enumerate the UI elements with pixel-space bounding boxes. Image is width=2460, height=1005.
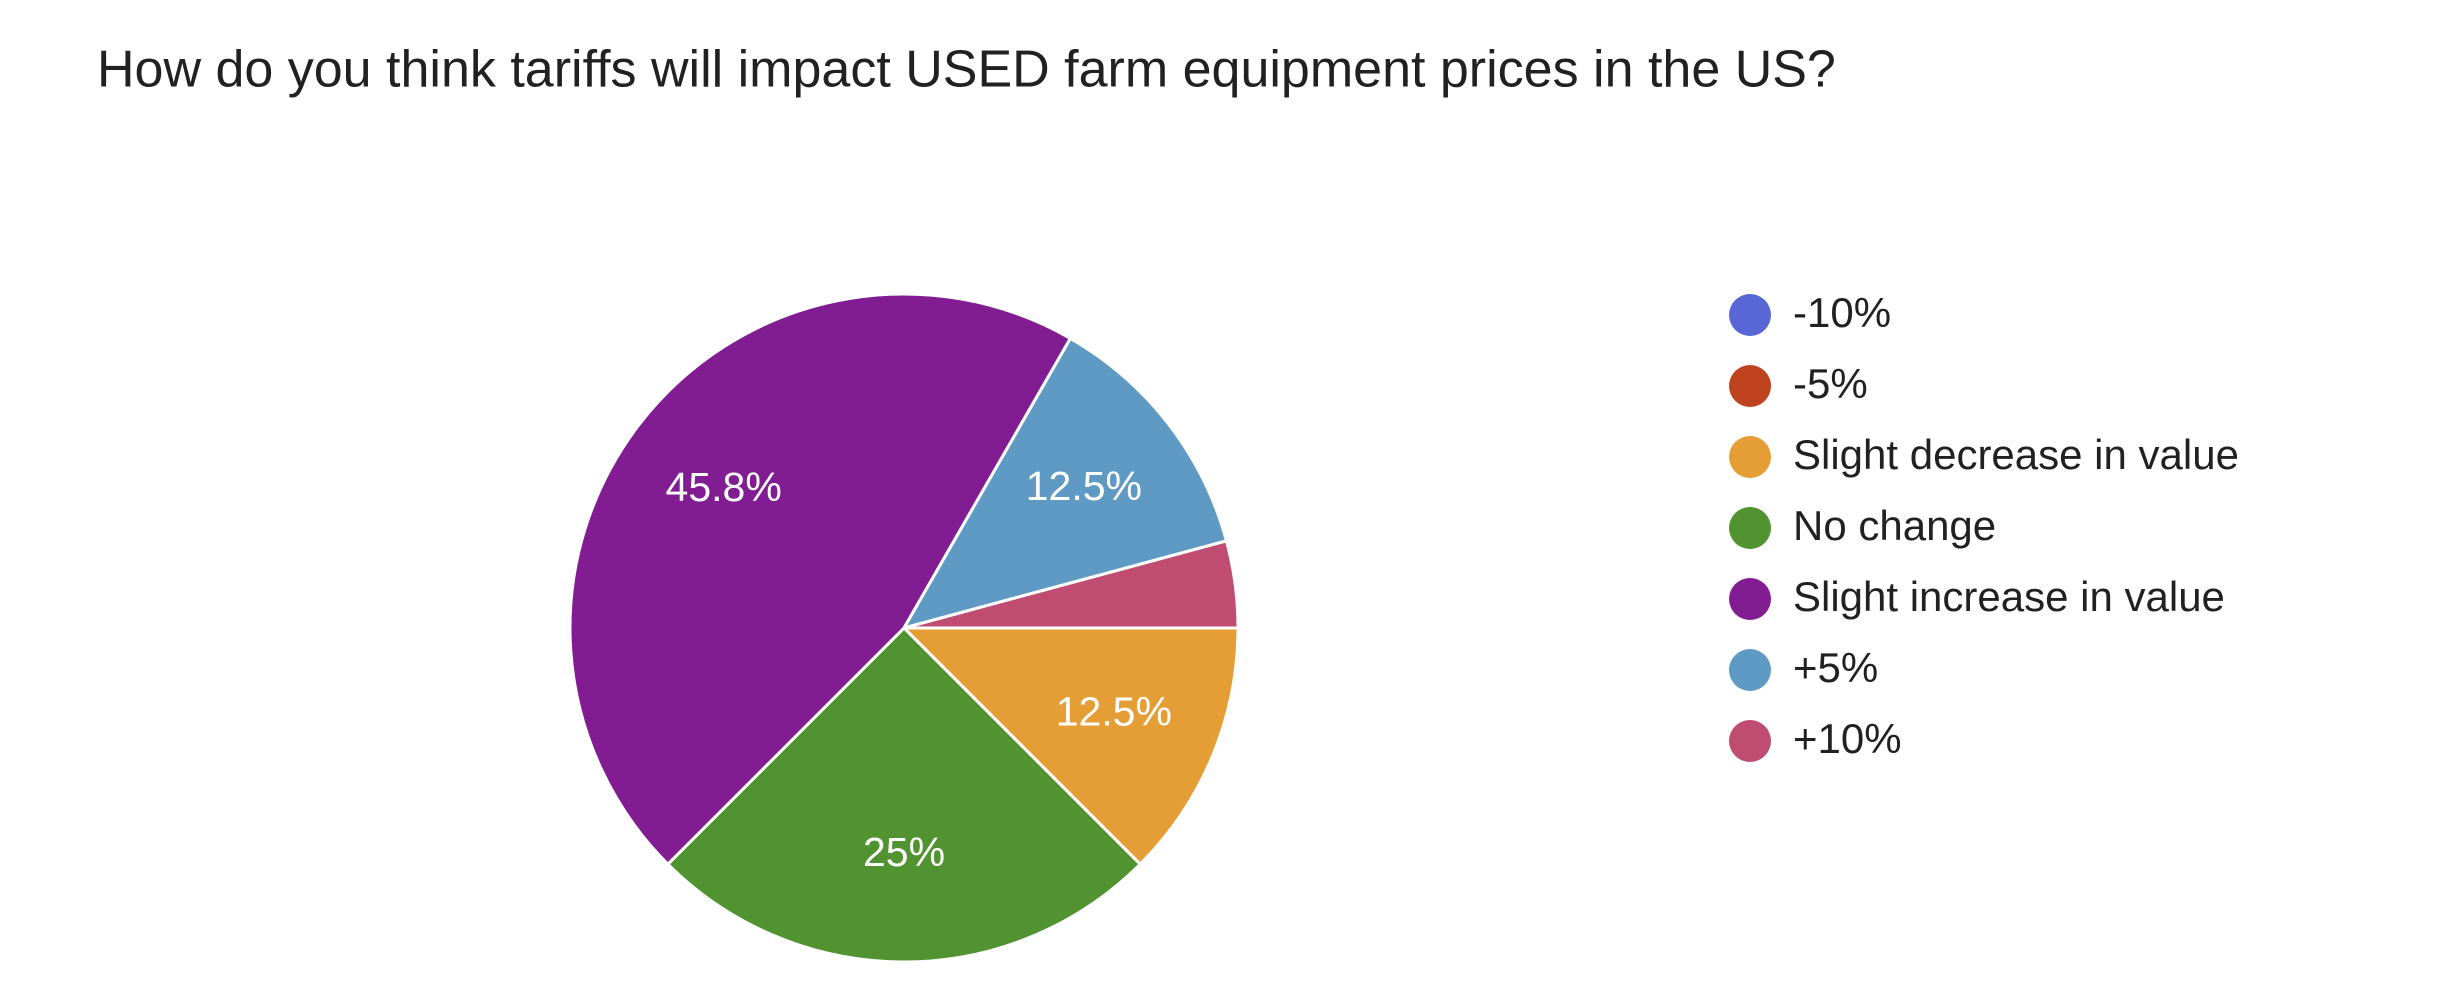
legend-swatch xyxy=(1729,436,1771,478)
legend-label: Slight increase in value xyxy=(1793,573,2225,620)
legend-swatch xyxy=(1729,720,1771,762)
legend-swatch xyxy=(1729,578,1771,620)
slice-label: 45.8% xyxy=(666,464,782,510)
legend-swatch xyxy=(1729,294,1771,336)
pie-slice xyxy=(665,625,1143,964)
legend-swatch xyxy=(1729,649,1771,691)
slice-label: 25% xyxy=(863,829,945,875)
legend-swatch xyxy=(1729,365,1771,407)
legend-label: -5% xyxy=(1793,360,1868,407)
pie-slice xyxy=(900,336,1229,631)
legend-label: -10% xyxy=(1793,289,1891,336)
legend-label: +5% xyxy=(1793,644,1878,691)
pie-slice xyxy=(568,292,1073,867)
pie-slice xyxy=(900,626,1240,867)
pie-slice xyxy=(903,539,1240,630)
legend-label: Slight decrease in value xyxy=(1793,431,2239,478)
chart-title: How do you think tariffs will impact USE… xyxy=(97,41,1836,99)
legend-swatch xyxy=(1729,507,1771,549)
legend-label: +10% xyxy=(1793,715,1902,762)
legend-label: No change xyxy=(1793,502,1996,549)
slice-label: 12.5% xyxy=(1056,689,1172,735)
slice-label: 12.5% xyxy=(1026,463,1142,509)
